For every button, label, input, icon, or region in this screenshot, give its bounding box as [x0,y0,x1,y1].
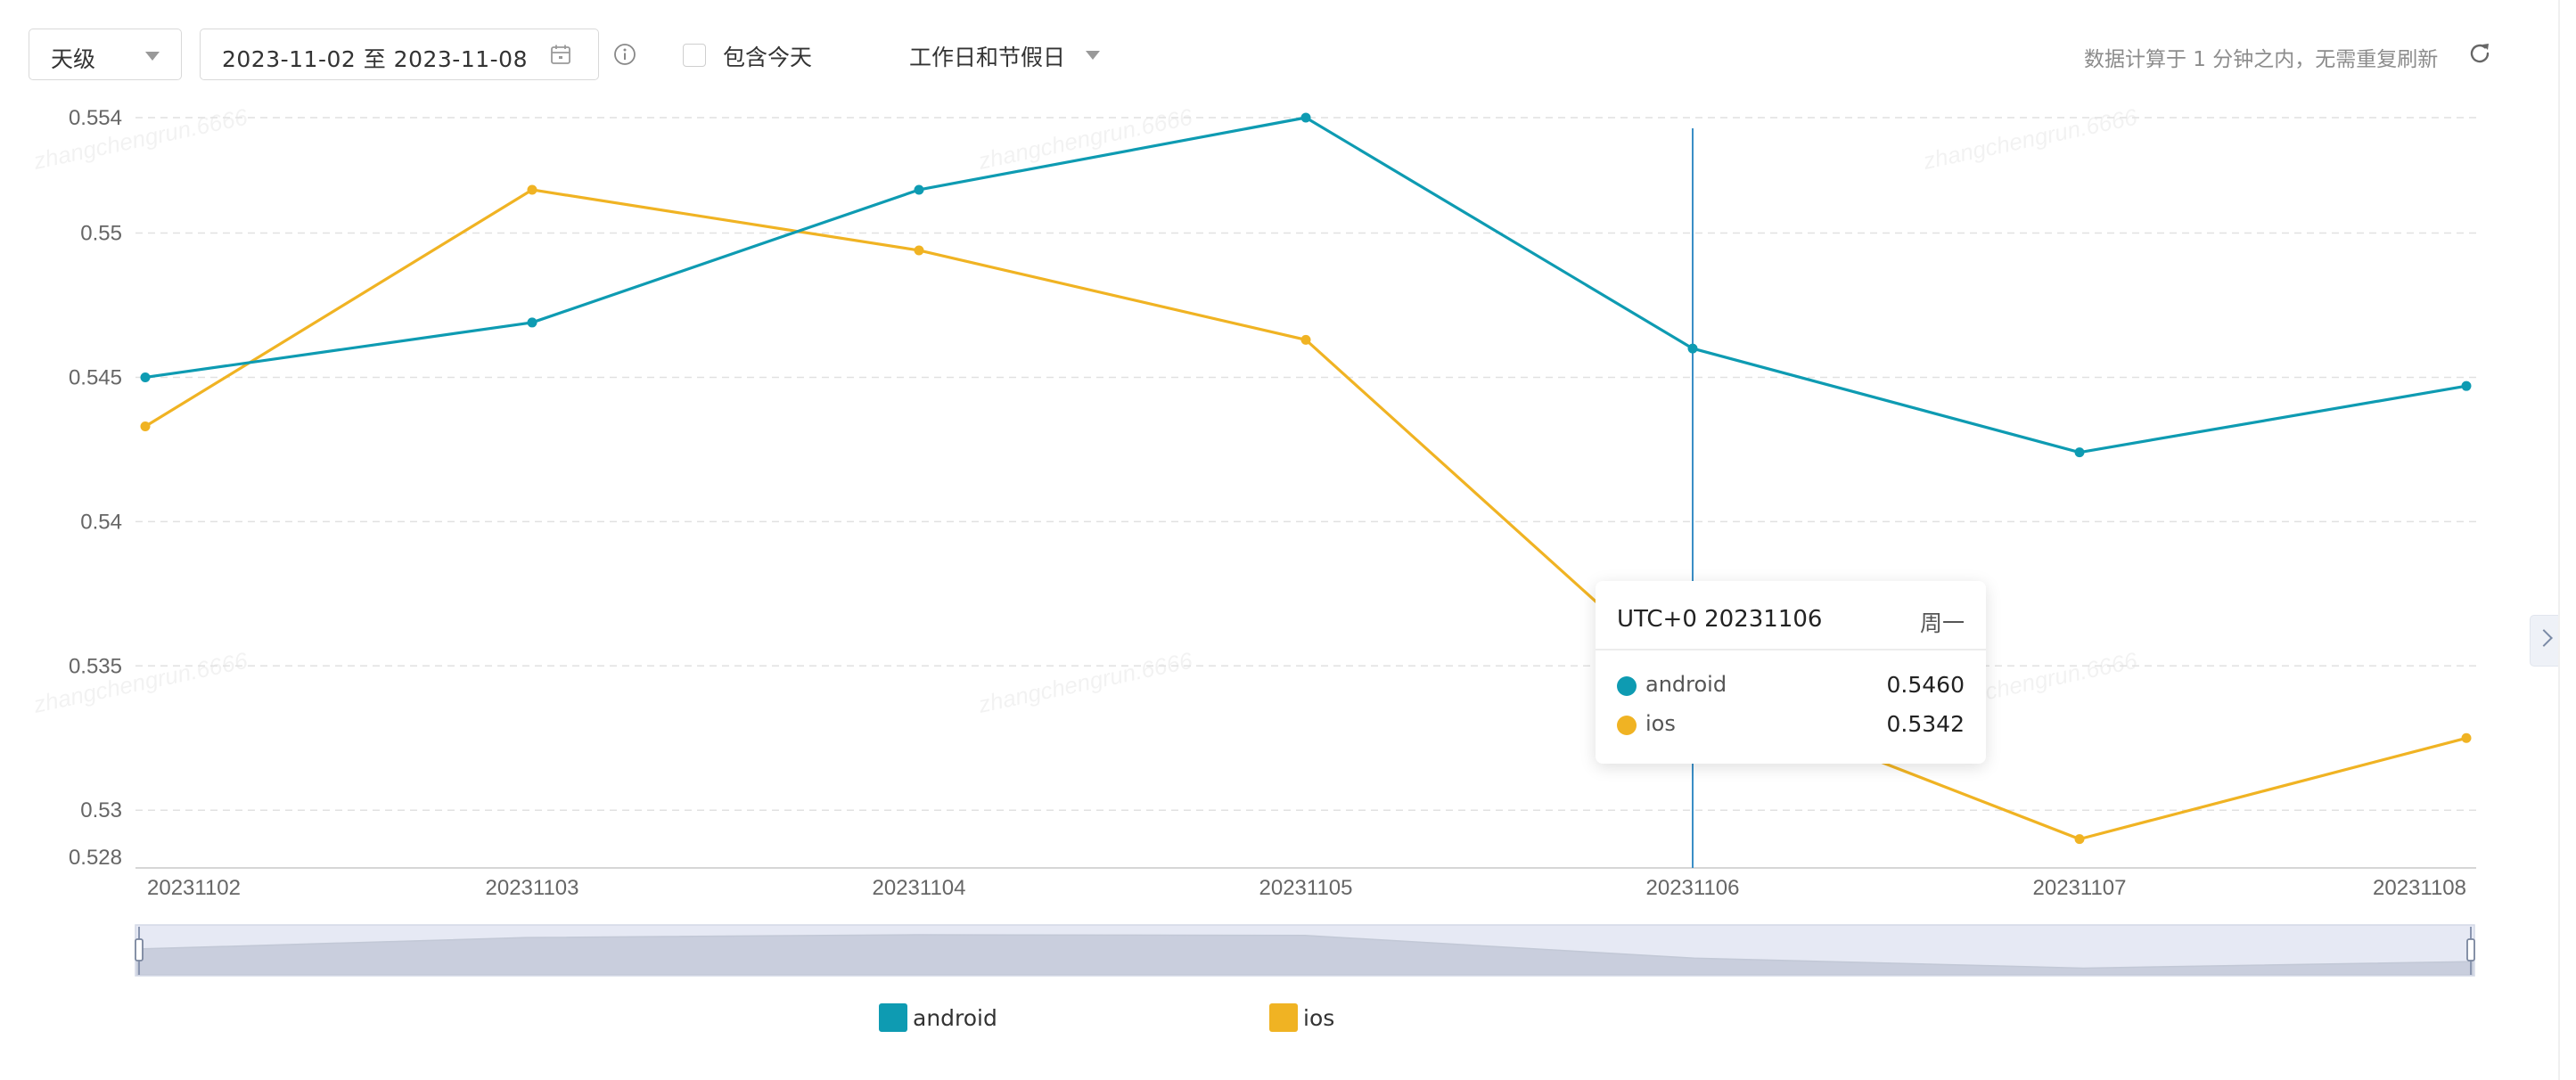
y-tick-label: 0.55 [80,222,122,246]
x-axis: 20231102 20231103 20231104 20231105 20231106… [147,876,2466,900]
data-point-android[interactable] [2461,380,2472,391]
tooltip-series-value: 0.5342 [1886,711,1965,737]
y-tick-label: 0.554 [69,106,122,130]
refresh-icon[interactable] [2467,41,2492,66]
tooltip-weekday: 周一 [1919,610,1965,636]
series-layer[interactable] [140,112,2472,845]
data-point-android[interactable] [1300,112,1311,123]
y-tick-label: 0.545 [69,365,122,389]
chevron-right-icon [2535,629,2553,647]
date-range-value: 2023-11-02 至 2023-11-08 [222,46,528,72]
x-tick-label: 20231108 [2373,876,2466,900]
calendar-icon [551,45,570,64]
data-point-ios[interactable] [2074,834,2085,845]
watermark-text: zhangchengrun.6666 [975,103,1195,175]
tooltip-row-android: android 0.5460 [1617,672,1965,700]
data-point-ios[interactable] [914,245,924,256]
legend-label: android [913,1005,997,1031]
tooltip-series-name: ios [1645,711,1676,736]
legend-swatch-icon [879,1003,907,1032]
y-tick-label: 0.535 [69,654,122,678]
expand-panel-button[interactable] [2530,615,2558,667]
y-tick-label: 0.54 [80,510,122,534]
slider-left-handle[interactable] [135,927,144,975]
include-today-checkbox[interactable] [683,44,706,67]
x-tick-label: 20231107 [2033,876,2127,900]
data-point-ios[interactable] [140,421,151,432]
x-tick-label: 20231103 [486,876,579,900]
chart-tooltip: UTC+0 20231106 周一 android 0.5460 ios 0.5… [1596,581,1986,764]
y-axis: 0.528 0.53 0.535 0.54 0.545 0.55 0.554 [69,106,122,870]
granularity-select[interactable]: 天级 [29,29,182,80]
toolbar: 天级 2023-11-02 至 2023-11-08 包含今天 工作日和节假日 … [0,0,2576,107]
tooltip-divider [1596,649,1986,650]
x-tick-label: 20231105 [1259,876,1353,900]
x-tick-label: 20231102 [147,876,241,900]
data-point-android[interactable] [140,372,151,382]
chevron-down-icon [145,52,160,61]
x-tick-label: 20231104 [873,876,966,900]
watermark-text: zhangchengrun.6666 [30,647,250,718]
data-point-android[interactable] [914,184,924,195]
date-range-picker[interactable]: 2023-11-02 至 2023-11-08 [200,29,599,80]
data-point-ios[interactable] [527,184,537,195]
ios-dot-icon [1617,716,1637,735]
data-point-android[interactable] [1687,343,1698,354]
watermark-text: zhangchengrun.6666 [1920,103,2140,175]
x-tick-label: 20231106 [1646,876,1740,900]
day-type-dropdown[interactable]: 工作日和节假日 [909,45,1066,70]
watermark-text: zhangchengrun.6666 [30,103,250,175]
watermark-text: zhangchengrun.6666 [975,647,1195,718]
data-point-ios[interactable] [2461,732,2472,743]
slider-right-handle[interactable] [2466,927,2475,975]
legend-label: ios [1303,1005,1335,1031]
data-point-android[interactable] [527,317,537,328]
y-tick-label: 0.528 [69,846,122,870]
info-icon[interactable] [613,43,636,66]
slider-area [136,934,2473,976]
include-today-label[interactable]: 包含今天 [723,45,813,70]
data-point-ios[interactable] [1300,334,1311,345]
tooltip-series-name: android [1645,672,1727,697]
series-line-android[interactable] [144,116,2467,454]
data-point-android[interactable] [2074,447,2085,458]
tooltip-title: UTC+0 20231106 [1617,606,1823,633]
series-line-ios[interactable] [144,188,2467,841]
legend-item-android[interactable]: android [879,1002,1004,1034]
y-tick-label: 0.53 [80,798,122,822]
chart-grid [135,117,2476,869]
refresh-note: 数据计算于 1 分钟之内，无需重复刷新 [2084,48,2439,71]
legend-item-ios[interactable]: ios [1269,1002,1358,1034]
tooltip-row-ios: ios 0.5342 [1617,711,1965,740]
granularity-value: 天级 [51,46,96,72]
chevron-down-icon[interactable] [1086,51,1100,60]
panel-edge [2558,0,2560,1080]
legend-swatch-icon [1269,1003,1298,1032]
android-dot-icon [1617,676,1637,696]
datazoom-slider[interactable] [135,924,2475,977]
tooltip-series-value: 0.5460 [1886,672,1965,698]
